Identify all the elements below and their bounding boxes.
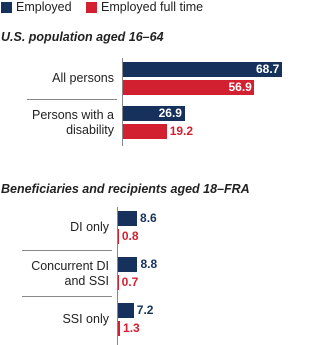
value-label: 1.3 bbox=[123, 321, 140, 335]
value-label: 56.9 bbox=[228, 80, 252, 94]
group-separator bbox=[22, 250, 112, 251]
bar bbox=[117, 303, 134, 318]
group-separator bbox=[27, 99, 117, 100]
legend-swatch bbox=[86, 2, 97, 13]
bar bbox=[117, 211, 138, 226]
panel-title: U.S. population aged 16–64 bbox=[1, 30, 164, 44]
category-label: DI only bbox=[70, 220, 109, 234]
category-label: Persons with a disability bbox=[32, 107, 114, 137]
bar bbox=[122, 62, 282, 77]
bar bbox=[122, 124, 167, 139]
bar bbox=[117, 257, 138, 272]
value-label: 26.9 bbox=[158, 106, 182, 120]
value-label: 8.8 bbox=[140, 257, 158, 271]
panel-title: Beneficiaries and recipients aged 18–FRA bbox=[1, 182, 250, 196]
value-label: 0.7 bbox=[121, 275, 139, 289]
value-label: 19.2 bbox=[169, 124, 194, 138]
value-label: 8.6 bbox=[140, 211, 157, 225]
bar bbox=[122, 80, 255, 95]
page: Employed Employed full time U.S. populatio… bbox=[1, 0, 282, 345]
value-label: 0.8 bbox=[121, 229, 139, 243]
axis-line bbox=[117, 207, 118, 345]
legend-label: Employed bbox=[16, 0, 72, 14]
category-label: SSI only bbox=[62, 312, 109, 326]
legend-swatch bbox=[1, 2, 12, 13]
value-label: 68.7 bbox=[255, 62, 280, 76]
bar bbox=[117, 321, 121, 336]
legend-label: Employed full time bbox=[101, 0, 204, 14]
value-label: 7.2 bbox=[136, 303, 154, 317]
category-label: All persons bbox=[52, 71, 114, 85]
group-separator bbox=[22, 296, 112, 297]
axis-line bbox=[122, 58, 123, 146]
bar bbox=[122, 106, 185, 121]
category-label: Concurrent DI and SSI bbox=[31, 258, 109, 288]
